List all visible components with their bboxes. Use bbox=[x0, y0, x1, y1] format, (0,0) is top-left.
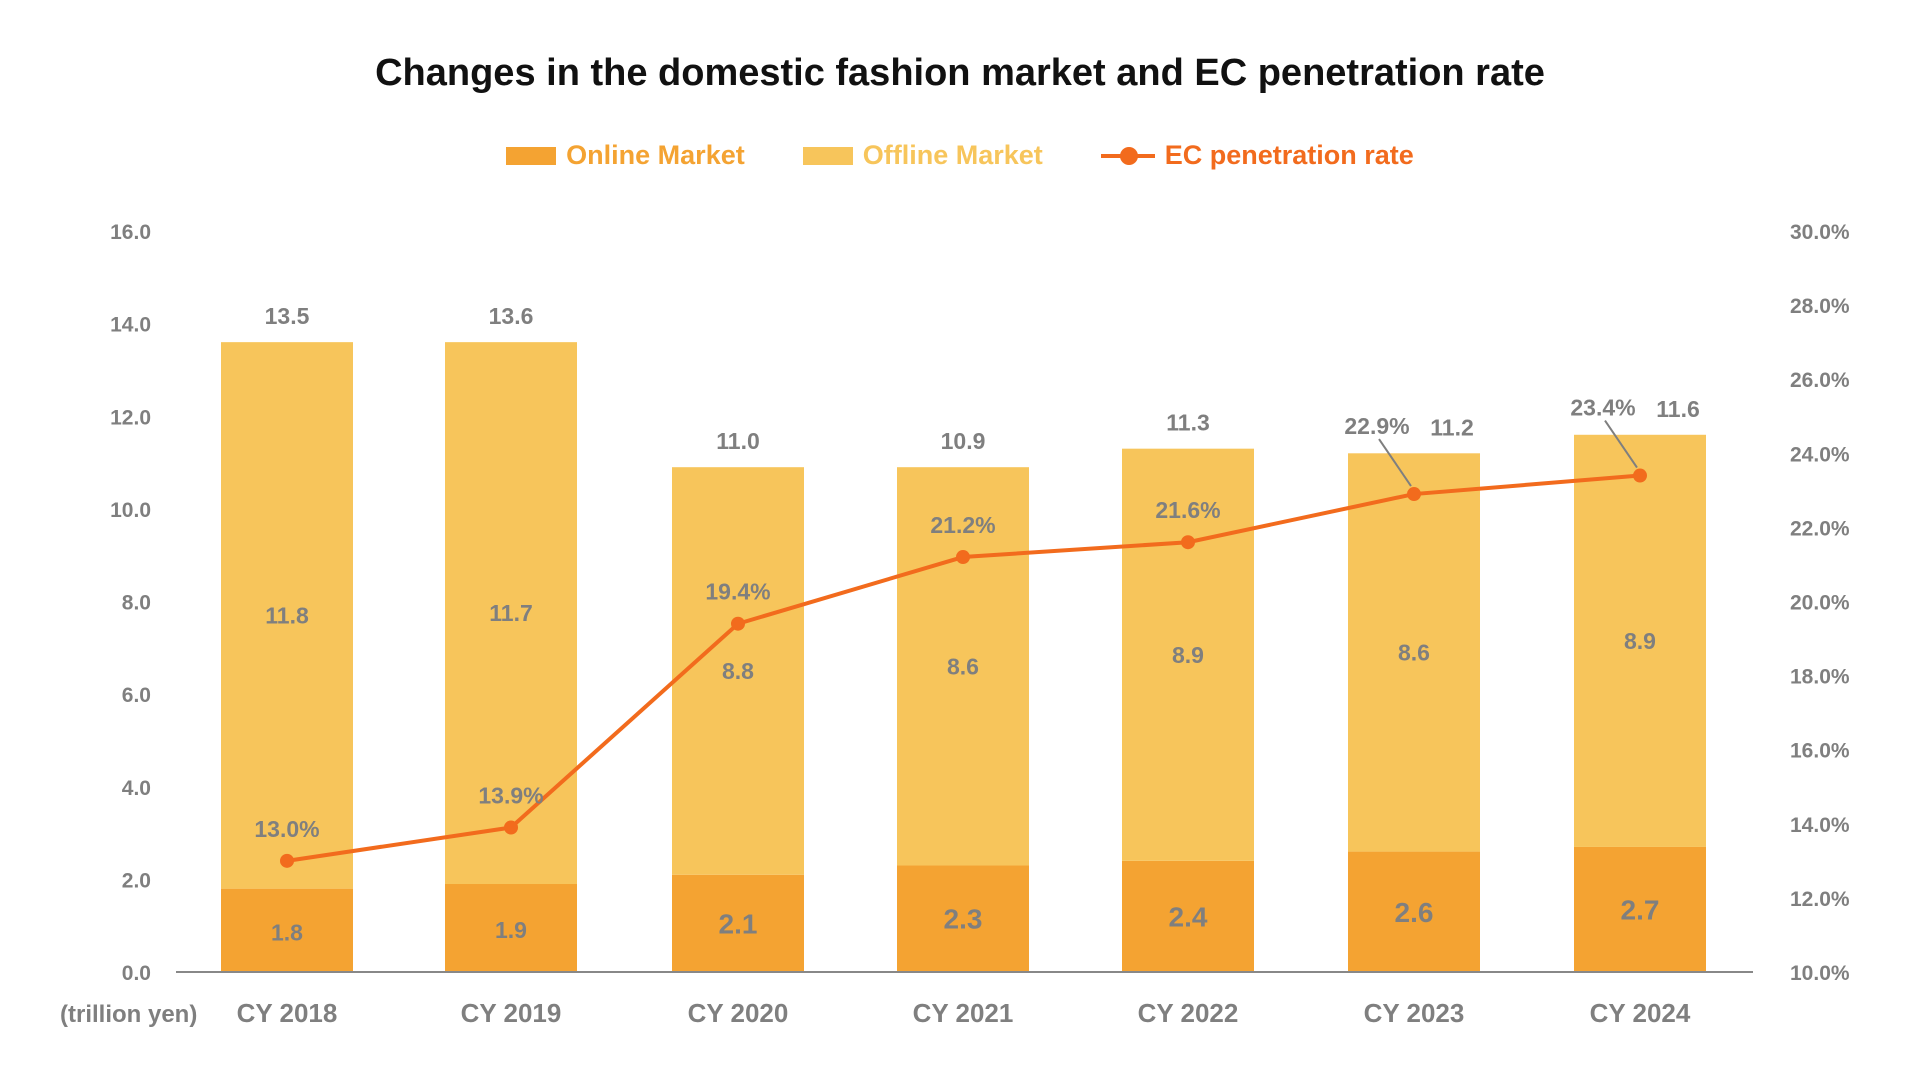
total-value-label: 13.5 bbox=[265, 303, 310, 329]
legend: Online Market Offline Market EC penetrat… bbox=[0, 140, 1920, 171]
legend-item-offline: Offline Market bbox=[802, 140, 1043, 171]
total-value-label: 10.9 bbox=[941, 428, 986, 454]
leader-line bbox=[1604, 419, 1638, 469]
ec-rate-point bbox=[1633, 468, 1647, 483]
ec-rate-label: 23.4% bbox=[1570, 395, 1635, 421]
right-axis-tick: 28.0% bbox=[1790, 295, 1850, 318]
bar-offline bbox=[445, 342, 577, 885]
right-axis-tick: 10.0% bbox=[1790, 962, 1850, 985]
right-axis-tick: 12.0% bbox=[1790, 888, 1850, 911]
bar-offline bbox=[1348, 453, 1480, 852]
ec-rate-point bbox=[504, 820, 518, 835]
total-value-label: 11.2 bbox=[1430, 414, 1474, 440]
right-axis-tick: 26.0% bbox=[1790, 369, 1850, 392]
category-label: CY 2018 bbox=[237, 998, 338, 1028]
legend-item-ec-rate: EC penetration rate bbox=[1100, 140, 1414, 171]
left-axis-tick: 0.0 bbox=[122, 962, 151, 985]
left-axis-tick: 6.0 bbox=[122, 684, 151, 707]
offline-value-label: 8.9 bbox=[1172, 642, 1204, 668]
left-axis-tick: 16.0 bbox=[110, 221, 151, 244]
online-swatch bbox=[506, 146, 557, 165]
offline-swatch bbox=[802, 146, 853, 165]
ec-rate-label: 19.4% bbox=[705, 579, 770, 605]
right-axis-tick: 22.0% bbox=[1790, 517, 1850, 540]
category-label: CY 2024 bbox=[1590, 998, 1691, 1028]
total-value-label: 11.6 bbox=[1656, 396, 1700, 422]
bar-online bbox=[445, 884, 577, 972]
online-value-label: 2.1 bbox=[719, 908, 758, 939]
online-value-label: 2.6 bbox=[1395, 897, 1434, 928]
ec-rate-label: 13.9% bbox=[478, 783, 543, 809]
bar-offline bbox=[1574, 434, 1706, 847]
left-axis-tick: 2.0 bbox=[122, 869, 151, 892]
bar-online bbox=[1574, 846, 1706, 972]
left-axis-tick: 12.0 bbox=[110, 406, 151, 429]
ec-rate-label: 13.0% bbox=[254, 816, 319, 842]
ec-rate-point bbox=[956, 550, 970, 565]
bar-offline bbox=[672, 467, 804, 875]
chart-title: Changes in the domestic fashion market a… bbox=[375, 52, 1545, 94]
offline-value-label: 8.6 bbox=[947, 653, 979, 679]
ec-rate-label: 22.9% bbox=[1344, 413, 1409, 439]
bar-online bbox=[221, 888, 353, 972]
legend-label: EC penetration rate bbox=[1164, 140, 1414, 170]
right-axis-tick: 16.0% bbox=[1790, 740, 1850, 763]
category-label: CY 2023 bbox=[1364, 998, 1465, 1028]
legend-label: Offline Market bbox=[862, 140, 1043, 170]
right-axis-tick: 20.0% bbox=[1790, 592, 1850, 615]
bar-online bbox=[1122, 860, 1254, 972]
right-axis-tick: 18.0% bbox=[1790, 666, 1850, 689]
category-label: CY 2020 bbox=[688, 998, 789, 1028]
ec-rate-point bbox=[1181, 535, 1195, 550]
unit-label: (trillion yen) bbox=[60, 1001, 197, 1028]
bar-online bbox=[1348, 851, 1480, 972]
legend-label: Online Market bbox=[566, 140, 745, 170]
category-label: CY 2019 bbox=[461, 998, 562, 1028]
online-value-label: 1.9 bbox=[495, 917, 527, 943]
offline-value-label: 8.8 bbox=[722, 658, 754, 684]
left-axis-tick: 14.0 bbox=[110, 314, 151, 337]
total-value-label: 11.3 bbox=[1166, 410, 1210, 436]
category-label: CY 2022 bbox=[1138, 998, 1239, 1028]
ec-rate-label: 21.6% bbox=[1155, 497, 1220, 523]
offline-value-label: 11.7 bbox=[489, 600, 533, 626]
total-value-label: 11.0 bbox=[716, 428, 760, 454]
ec-rate-label: 21.2% bbox=[930, 512, 995, 538]
bar-offline bbox=[221, 342, 353, 889]
bar-offline bbox=[897, 467, 1029, 866]
online-value-label: 2.4 bbox=[1169, 901, 1208, 932]
offline-value-label: 8.9 bbox=[1624, 628, 1656, 654]
bar-online bbox=[672, 874, 804, 972]
online-value-label: 2.7 bbox=[1621, 894, 1660, 925]
online-value-label: 1.8 bbox=[271, 919, 303, 945]
left-axis-tick: 8.0 bbox=[122, 592, 151, 615]
right-axis-tick: 30.0% bbox=[1790, 221, 1850, 244]
right-axis-tick: 24.0% bbox=[1790, 443, 1850, 466]
bar-offline bbox=[1122, 448, 1254, 861]
left-axis-tick: 10.0 bbox=[110, 499, 151, 522]
ec-rate-point bbox=[1407, 487, 1421, 502]
category-label: CY 2021 bbox=[913, 998, 1014, 1028]
offline-value-label: 11.8 bbox=[265, 602, 309, 628]
legend-item-online: Online Market bbox=[506, 140, 745, 171]
right-axis-tick: 14.0% bbox=[1790, 814, 1850, 837]
online-value-label: 2.3 bbox=[944, 904, 983, 935]
total-value-label: 13.6 bbox=[489, 303, 534, 329]
ec-rate-point bbox=[280, 853, 294, 868]
offline-value-label: 8.6 bbox=[1398, 639, 1430, 665]
bar-online bbox=[897, 865, 1029, 972]
line-swatch bbox=[1100, 146, 1155, 165]
ec-rate-point bbox=[731, 616, 745, 631]
leader-line bbox=[1378, 438, 1412, 487]
left-axis-tick: 4.0 bbox=[122, 777, 151, 800]
